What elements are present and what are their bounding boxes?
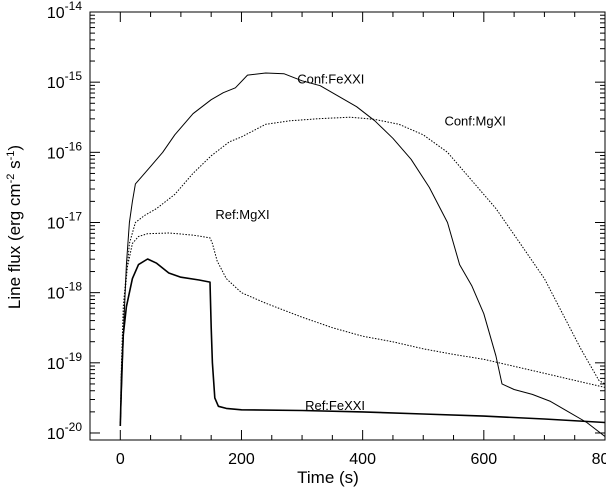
series-labels: Conf:FeXXI Conf:MgXI Ref:MgXI Ref:FeXXI — [215, 72, 505, 413]
y-axis-label: Line flux (erg cm-2 s-1) — [5, 145, 24, 309]
series-label: Ref:MgXI — [215, 207, 269, 222]
x-tick-label: 200 — [228, 451, 255, 468]
x-tick-label: 400 — [349, 451, 376, 468]
y-tick-label: 10-14 — [47, 0, 82, 22]
series-line-conf-fexxi — [119, 72, 606, 437]
series-layer — [119, 72, 606, 437]
x-tick-label: 0 — [116, 451, 125, 468]
series-label: Conf:FeXXI — [297, 72, 364, 87]
x-tick-label: 800 — [592, 451, 606, 468]
x-axis-label: Time (s) — [297, 468, 359, 487]
series-label: Ref:FeXXI — [305, 398, 365, 413]
series-line-conf-mgxi — [119, 116, 606, 427]
y-tick-label: 10-18 — [47, 280, 82, 303]
y-tick-label: 10-15 — [47, 69, 82, 92]
series-line-ref-mgxi — [119, 232, 606, 427]
y-tick-label: 10-16 — [47, 139, 82, 162]
y-tick-label: 10-19 — [47, 350, 82, 373]
y-tick-label: 10-17 — [47, 209, 82, 232]
x-tick-label: 600 — [470, 451, 497, 468]
axis-ticks: 0 200 400 600 800 10-20 10-19 10-18 10-17 10-16 10… — [47, 0, 606, 468]
series-line-ref-fexxi — [119, 258, 606, 427]
series-label: Conf:MgXI — [444, 114, 505, 129]
y-tick-label: 10-20 — [47, 420, 82, 443]
